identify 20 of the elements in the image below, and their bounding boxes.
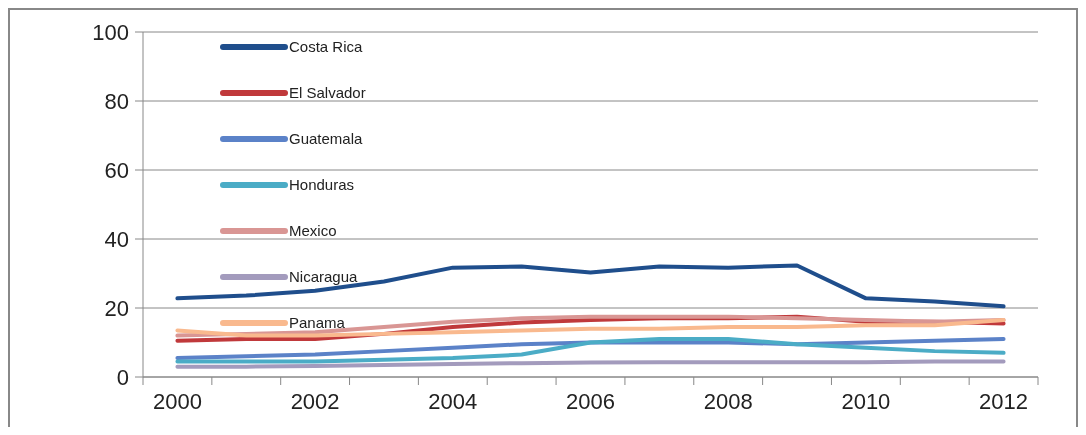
x-tick-label: 2006 <box>566 389 615 414</box>
legend-label: Mexico <box>289 222 337 240</box>
y-tick-label: 40 <box>104 226 129 252</box>
x-tick-label: 2012 <box>979 389 1029 414</box>
legend-label: El Salvador <box>289 84 366 102</box>
y-tick-label: 20 <box>104 295 129 321</box>
legend-label: Nicaragua <box>289 268 359 286</box>
x-tick-label: 2010 <box>841 389 891 414</box>
legend-label: Panama <box>289 314 346 332</box>
x-tick-label: 2002 <box>290 389 340 414</box>
x-tick-label: 2000 <box>152 389 202 414</box>
x-tick-label: 2004 <box>428 389 478 414</box>
y-tick-label: 100 <box>92 19 129 45</box>
y-tick-label: 0 <box>116 364 129 390</box>
x-tick-label: 2008 <box>703 389 753 414</box>
legend-label: Costa Rica <box>289 38 364 56</box>
y-tick-label: 80 <box>104 88 129 114</box>
legend-label: Guatemala <box>289 130 364 148</box>
y-tick-label: 60 <box>104 157 129 183</box>
legend-label: Honduras <box>289 176 355 194</box>
